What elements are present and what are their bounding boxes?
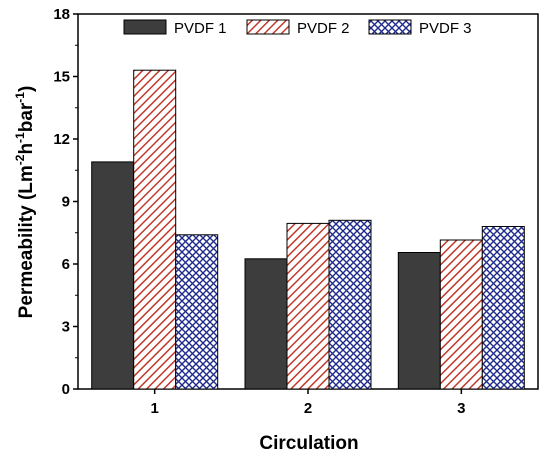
y-tick-label-3: 3 — [62, 319, 70, 336]
x-tick-label-3: 3 — [457, 400, 465, 417]
bars-layer — [91, 69, 525, 390]
bar-pvdf-2-cat-2 — [286, 222, 330, 390]
bar-pvdf-1-cat-3 — [397, 252, 441, 390]
bar-pvdf-1-cat-1 — [91, 161, 135, 390]
bar-pvdf-3-cat-3 — [481, 226, 525, 390]
legend-swatch-pvdf-1 — [123, 19, 167, 35]
y-axis-title-base: Permeability (Lm — [16, 165, 37, 318]
x-axis-title: Circulation — [259, 433, 358, 454]
legend-label-pvdf-2: PVDF 2 — [297, 20, 350, 37]
y-axis-title-mid1: h — [16, 143, 37, 155]
y-tick-label-0: 0 — [62, 381, 70, 398]
bar-pvdf-2-cat-1 — [133, 69, 177, 390]
bar-pvdf-2-cat-3 — [439, 239, 483, 390]
y-tick-label-15: 15 — [53, 69, 70, 86]
y-tick-label-9: 9 — [62, 194, 70, 211]
y-axis-title-sup2: -1 — [13, 132, 27, 143]
x-tick-label-2: 2 — [304, 400, 312, 417]
legend-swatch-pvdf-3 — [368, 19, 412, 35]
y-tick-label-18: 18 — [53, 6, 70, 23]
y-tick-label-12: 12 — [53, 131, 70, 148]
bar-pvdf-3-cat-2 — [328, 219, 372, 390]
x-tick-label-1: 1 — [150, 400, 158, 417]
legend-label-pvdf-1: PVDF 1 — [174, 20, 227, 37]
legend-label-pvdf-3: PVDF 3 — [419, 20, 472, 37]
legend-swatch-pvdf-2 — [246, 19, 290, 35]
y-axis-title: Permeability (Lm-2h-1bar-1) — [13, 86, 37, 319]
legend: PVDF 1 PVDF 2 PVDF 3 — [123, 19, 472, 37]
y-axis-title-sup1: -2 — [13, 154, 27, 165]
bar-pvdf-3-cat-1 — [175, 234, 219, 390]
bar-pvdf-1-cat-2 — [244, 258, 288, 390]
y-axis-title-end: ) — [16, 86, 37, 92]
y-axis-title-sup3: -1 — [13, 92, 27, 103]
y-tick-label-6: 6 — [62, 256, 70, 273]
y-axis-title-mid2: bar — [16, 102, 37, 132]
